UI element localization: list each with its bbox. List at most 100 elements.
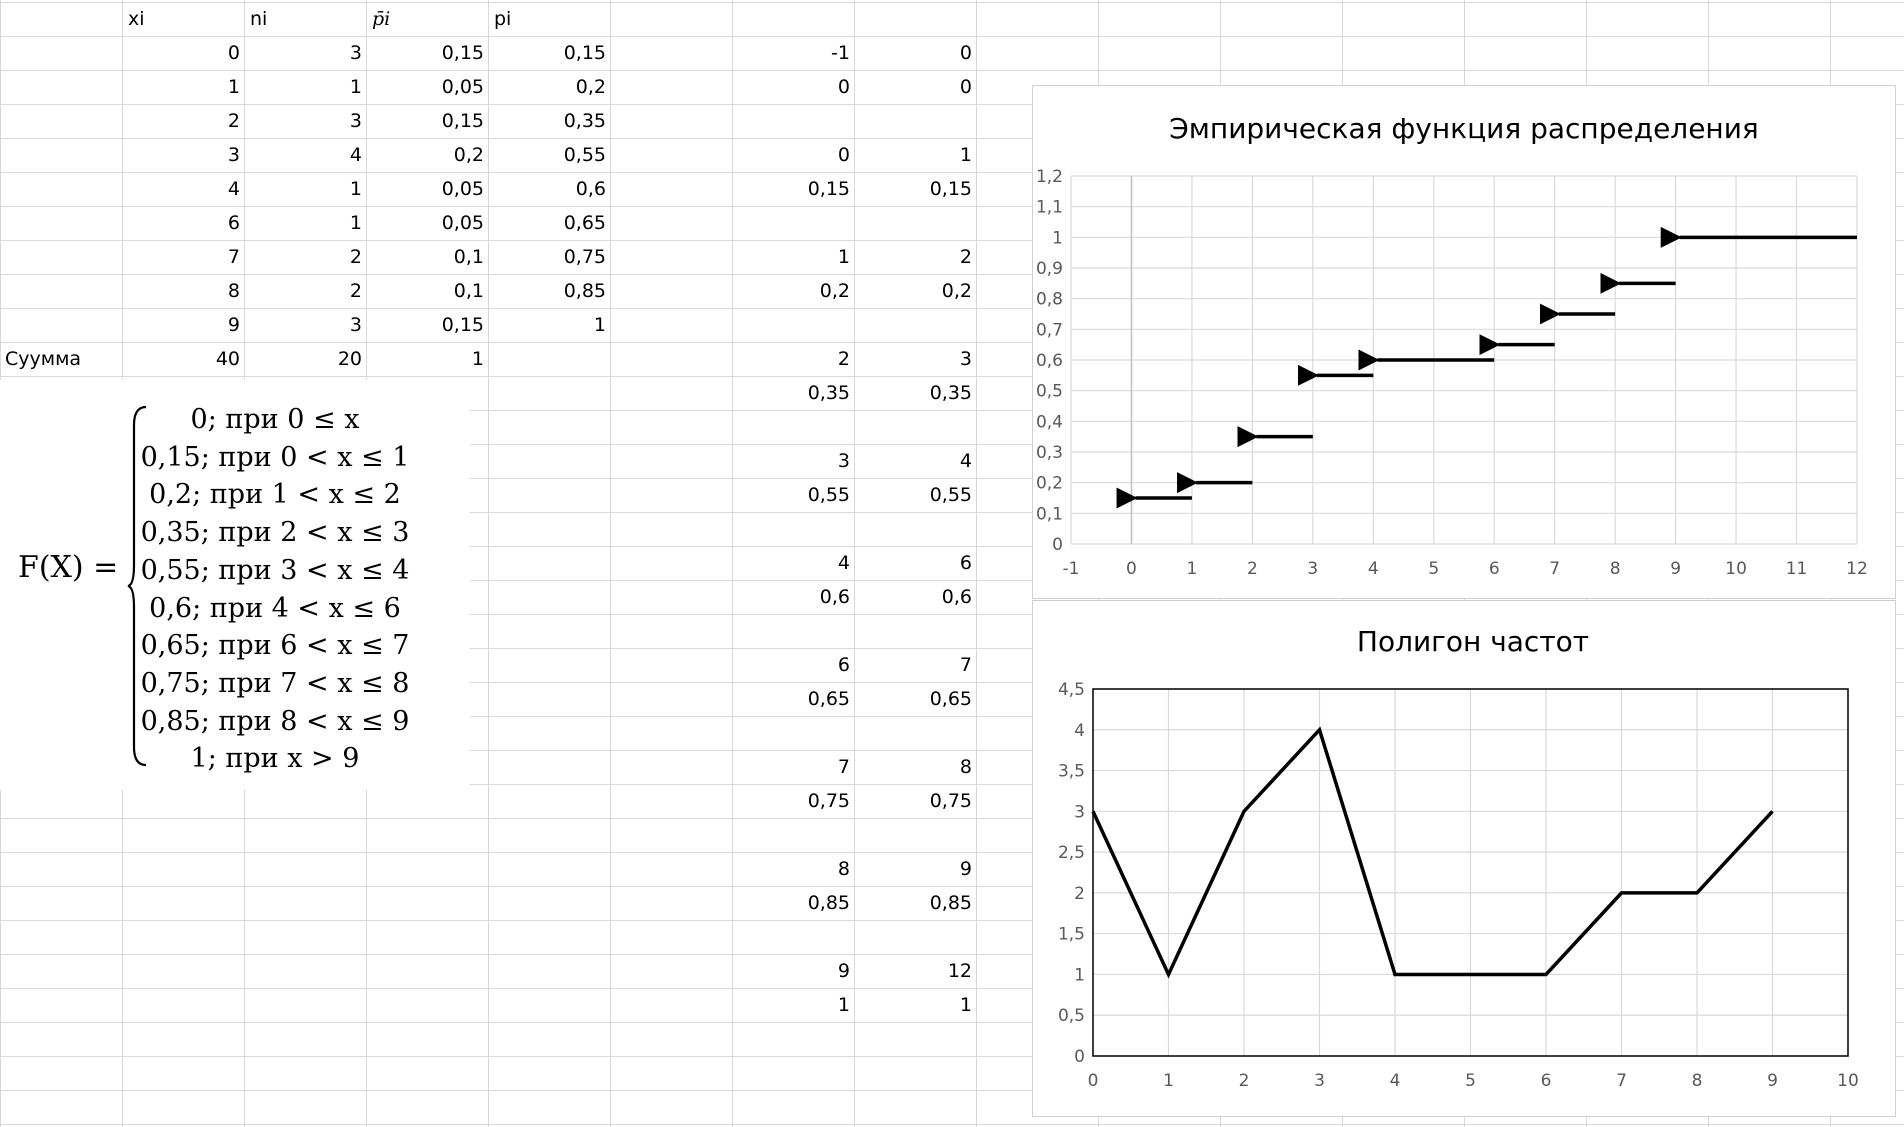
helper-cell[interactable]: 2 (959, 246, 972, 268)
formula-object[interactable] (0, 380, 470, 790)
formula-case: 0,2; при 1 < x ≤ 2 (149, 479, 401, 511)
table-cell[interactable]: 0,05 (441, 212, 484, 234)
table-cell[interactable]: 1 (227, 76, 240, 98)
helper-cell[interactable]: 3 (959, 348, 972, 370)
table-cell[interactable]: 2 (349, 246, 362, 268)
table-cell[interactable]: 3 (349, 110, 362, 132)
sum-value[interactable]: 1 (471, 348, 484, 370)
helper-cell[interactable]: 1 (837, 246, 850, 268)
helper-cell[interactable]: 7 (837, 756, 850, 778)
helper-cell[interactable]: 9 (959, 858, 972, 880)
table-cell[interactable]: 0,55 (563, 144, 606, 166)
table-cell[interactable]: 6 (227, 212, 240, 234)
helper-cell[interactable]: 0,85 (807, 892, 850, 914)
table-cell[interactable]: 8 (227, 280, 240, 302)
helper-cell[interactable]: 6 (959, 552, 972, 574)
table-cell[interactable]: 0,2 (453, 144, 484, 166)
formula-case: 0; при 0 ≤ x (190, 404, 360, 435)
helper-cell[interactable]: 0,6 (941, 586, 972, 608)
helper-cell[interactable]: 0 (837, 76, 850, 98)
helper-cell[interactable]: 0 (837, 144, 850, 166)
table-cell[interactable]: 0,15 (441, 110, 484, 132)
helper-cell[interactable]: 0,15 (929, 178, 972, 200)
helper-cell[interactable]: -1 (831, 42, 850, 64)
helper-cell[interactable]: 4 (837, 552, 850, 574)
helper-cell[interactable]: 1 (837, 994, 850, 1016)
table-cell[interactable]: 4 (349, 144, 362, 166)
x-tick-label: 1 (1163, 1071, 1174, 1091)
table-cell[interactable]: 3 (349, 314, 362, 336)
table-cell[interactable]: 0,6 (575, 178, 606, 200)
helper-cell[interactable]: 9 (837, 960, 850, 982)
frequency-polygon-chart[interactable]: Полигон частот 0 0,5 1 1,5 2 2,5 3 3,5 4 4,5 0 1 2 3 4 5… (1032, 600, 1896, 1117)
table-cell[interactable]: 0,15 (563, 42, 606, 64)
sum-label[interactable]: Суумма (5, 348, 82, 370)
sum-value[interactable]: 40 (215, 348, 240, 370)
table-cell[interactable]: 4 (227, 178, 240, 200)
table-cell[interactable]: 3 (227, 144, 240, 166)
sum-value[interactable]: 20 (337, 348, 362, 370)
table-cell[interactable]: 2 (227, 110, 240, 132)
table-header-0[interactable]: xi (128, 8, 145, 30)
table-cell[interactable]: 3 (349, 42, 362, 64)
table-cell[interactable]: 0,05 (441, 76, 484, 98)
chart-title: Эмпирическая функция распределения (1169, 112, 1759, 145)
y-tick-label: 0,4 (1036, 412, 1063, 432)
plot-area-border (1092, 688, 1849, 1057)
helper-cell[interactable]: 8 (837, 858, 850, 880)
helper-cell[interactable]: 3 (837, 450, 850, 472)
table-cell[interactable]: 2 (349, 280, 362, 302)
helper-cell[interactable]: 1 (959, 144, 972, 166)
helper-cell[interactable]: 0,55 (807, 484, 850, 506)
helper-cell[interactable]: 0,55 (929, 484, 972, 506)
table-cell[interactable]: 0,15 (441, 42, 484, 64)
formula-case: 0,15; при 0 < x ≤ 1 (140, 441, 410, 473)
helper-cell[interactable]: 0,75 (929, 790, 972, 812)
formula-case: 0,85; при 8 < x ≤ 9 (140, 705, 410, 737)
table-header-2[interactable]: p̄i (372, 8, 391, 30)
table-cell[interactable]: 1 (349, 178, 362, 200)
helper-cell[interactable]: 0,75 (807, 790, 850, 812)
x-tick-label: 9 (1767, 1071, 1778, 1091)
helper-cell[interactable]: 7 (959, 654, 972, 676)
x-tick-label: 8 (1692, 1071, 1703, 1091)
helper-cell[interactable]: 0,35 (807, 382, 850, 404)
table-cell[interactable]: 0,65 (563, 212, 606, 234)
table-cell[interactable]: 1 (349, 76, 362, 98)
helper-cell[interactable]: 0,6 (819, 586, 850, 608)
table-cell[interactable]: 0,05 (441, 178, 484, 200)
table-cell[interactable]: 0,1 (453, 246, 484, 268)
helper-cell[interactable]: 0,65 (929, 688, 972, 710)
y-tick-label: 2 (1074, 884, 1085, 904)
table-cell[interactable]: 0,35 (563, 110, 606, 132)
helper-cell[interactable]: 0,35 (929, 382, 972, 404)
helper-cell[interactable]: 0 (959, 76, 972, 98)
table-header-3[interactable]: pi (494, 8, 512, 30)
helper-cell[interactable]: 0,15 (807, 178, 850, 200)
table-cell[interactable]: 9 (227, 314, 240, 336)
helper-cell[interactable]: 6 (837, 654, 850, 676)
helper-cell[interactable]: 0,65 (807, 688, 850, 710)
table-cell[interactable]: 0,1 (453, 280, 484, 302)
table-header-1[interactable]: ni (250, 8, 268, 30)
helper-cell[interactable]: 8 (959, 756, 972, 778)
helper-cell[interactable]: 1 (959, 994, 972, 1016)
helper-cell[interactable]: 4 (959, 450, 972, 472)
helper-cell[interactable]: 0 (959, 42, 972, 64)
table-cell[interactable]: 1 (349, 212, 362, 234)
helper-cell[interactable]: 2 (837, 348, 850, 370)
table-cell[interactable]: 7 (227, 246, 240, 268)
helper-cell[interactable]: 12 (947, 960, 972, 982)
table-cell[interactable]: 1 (593, 314, 606, 336)
helper-cell[interactable]: 0,85 (929, 892, 972, 914)
table-cell[interactable]: 0 (227, 42, 240, 64)
helper-cell[interactable]: 0,2 (941, 280, 972, 302)
table-cell[interactable]: 0,75 (563, 246, 606, 268)
table-cell[interactable]: 0,85 (563, 280, 606, 302)
helper-cell[interactable]: 0,2 (819, 280, 850, 302)
x-tick-label: 0 (1088, 1071, 1099, 1091)
y-tick-label: 0,5 (1036, 382, 1063, 402)
ecdf-chart[interactable]: Эмпирическая функция распределения 0 0,1 0,… (1032, 85, 1896, 599)
table-cell[interactable]: 0,15 (441, 314, 484, 336)
table-cell[interactable]: 0,2 (575, 76, 606, 98)
